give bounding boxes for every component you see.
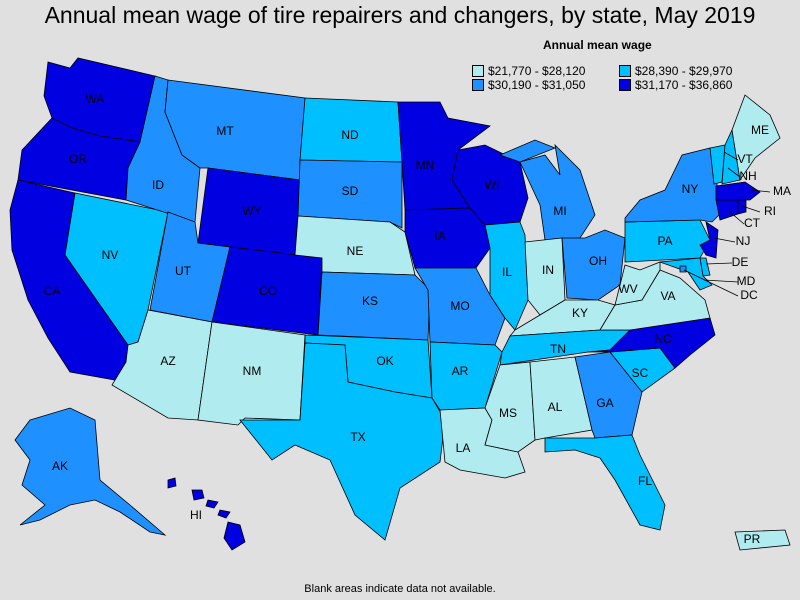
state-oh[interactable] (561, 229, 626, 301)
state-label-nm: NM (243, 364, 262, 378)
leader-line (723, 151, 739, 161)
state-label-sd: SD (342, 184, 359, 198)
state-dc[interactable] (679, 265, 687, 273)
state-label-me: ME (751, 123, 769, 137)
state-label-il: IL (502, 265, 512, 279)
state-label-ky: KY (572, 306, 588, 320)
state-label-nv: NV (102, 248, 119, 262)
leader-line (703, 279, 739, 283)
state-label-ri: RI (764, 204, 776, 218)
state-label-ga: GA (596, 396, 613, 410)
state-label-or: OR (69, 152, 87, 166)
state-label-wa: WA (86, 92, 105, 106)
state-label-ca: CA (44, 284, 61, 298)
leader-line (741, 205, 761, 213)
state-label-ct: CT (744, 216, 761, 230)
leader-line (713, 237, 736, 243)
state-nj[interactable] (699, 221, 719, 259)
state-label-ut: UT (175, 264, 192, 278)
state-label-wy: WY (242, 204, 261, 218)
state-label-sc: SC (632, 366, 649, 380)
state-label-va: VA (660, 289, 675, 303)
legend-label-3: $30,190 - $31,050 (488, 78, 586, 92)
leader-line (705, 262, 733, 265)
state-label-mi: MI (553, 204, 566, 218)
state-mi[interactable] (498, 139, 596, 241)
state-label-ne: NE (347, 244, 364, 258)
legend-item-3: $30,190 - $31,050 (472, 78, 585, 92)
map-title: Annual mean wage of tire repairers and c… (44, 2, 756, 28)
state-label-in: IN (542, 263, 554, 277)
state-label-nh: NH (739, 169, 756, 183)
legend-swatch-2 (619, 65, 631, 77)
state-ny[interactable] (624, 147, 723, 223)
state-fl[interactable] (544, 434, 666, 531)
state-ct[interactable] (715, 199, 739, 221)
state-label-la: LA (456, 441, 471, 455)
legend-label-4: $31,170 - $36,860 (635, 78, 733, 92)
leader-line (727, 167, 741, 178)
state-label-nd: ND (341, 128, 359, 142)
leader-line (729, 211, 745, 225)
legend-item-1: $21,770 - $28,120 (472, 64, 585, 78)
state-label-ak: AK (52, 459, 68, 473)
legend-title: Annual mean wage (543, 38, 652, 52)
state-ma[interactable] (715, 181, 761, 201)
state-label-pr: PR (744, 532, 761, 546)
state-label-wi: WI (485, 178, 500, 192)
state-label-ny: NY (682, 182, 699, 196)
state-label-az: AZ (160, 354, 175, 368)
legend-label-2: $28,390 - $29,970 (635, 64, 733, 78)
state-al[interactable] (529, 356, 593, 441)
state-label-co: CO (259, 284, 277, 298)
footnote: Blank areas indicate data not available. (304, 583, 496, 595)
state-label-al: AL (548, 400, 563, 414)
state-label-ks: KS (362, 294, 378, 308)
legend-swatch-1 (472, 65, 484, 77)
state-ia[interactable] (404, 207, 491, 269)
state-label-id: ID (152, 178, 164, 192)
state-sd[interactable] (297, 159, 403, 229)
state-label-oh: OH (589, 254, 607, 268)
state-label-ma: MA (773, 184, 791, 198)
state-wv[interactable] (614, 261, 661, 306)
state-ak[interactable] (14, 407, 167, 536)
legend-item-4: $31,170 - $36,860 (619, 78, 732, 92)
state-label-mt: MT (216, 124, 234, 138)
state-label-hi: HI (190, 508, 202, 522)
state-label-ok: OK (376, 354, 393, 368)
state-label-fl: FL (638, 474, 652, 488)
state-tx[interactable] (239, 342, 446, 541)
state-label-pa: PA (657, 234, 672, 248)
state-label-nj: NJ (736, 234, 751, 248)
state-label-ar: AR (452, 364, 469, 378)
state-label-de: DE (732, 255, 749, 269)
state-me[interactable] (731, 94, 781, 182)
state-label-wv: WV (618, 282, 637, 296)
state-mo[interactable] (414, 267, 506, 346)
state-hi[interactable] (167, 477, 246, 551)
legend-label-1: $21,770 - $28,120 (488, 64, 586, 78)
state-label-ms: MS (499, 406, 517, 420)
state-label-mn: MN (416, 158, 435, 172)
state-label-tx: TX (350, 430, 365, 444)
state-label-mo: MO (450, 299, 469, 313)
state-label-nc: NC (654, 332, 672, 346)
state-label-tn: TN (550, 342, 566, 356)
leader-line (683, 269, 739, 297)
state-ri[interactable] (737, 199, 747, 215)
state-pr[interactable] (734, 529, 791, 551)
state-label-dc: DC (740, 288, 758, 302)
state-nc[interactable] (587, 317, 716, 369)
leader-line (751, 189, 771, 193)
legend-swatch-4 (619, 79, 631, 91)
state-label-md: MD (737, 274, 756, 288)
legend-item-2: $28,390 - $29,970 (619, 64, 732, 78)
legend-swatch-3 (472, 79, 484, 91)
state-label-vt: VT (737, 152, 753, 166)
state-label-ia: IA (434, 229, 445, 243)
